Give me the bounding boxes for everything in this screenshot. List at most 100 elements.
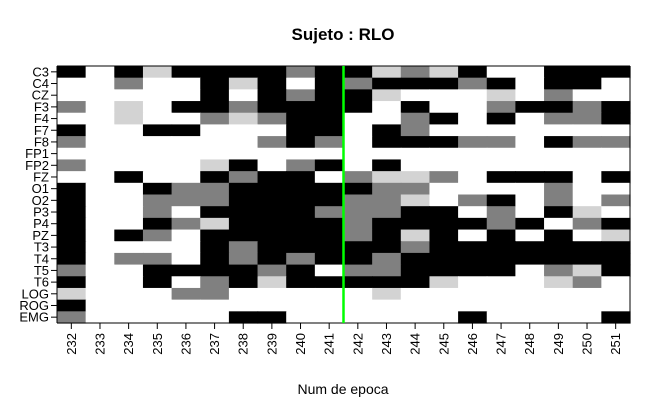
y-tick-label-F7: F7: [34, 123, 49, 138]
heatmap-cell-P4-234: [114, 217, 144, 231]
heatmap-cell-F3-244: [400, 101, 431, 114]
heatmap-cell-F7-236: [171, 124, 201, 137]
heatmap-cell-FZ-237: [200, 171, 230, 184]
heatmap-cell-T6-248: [515, 276, 545, 289]
heatmap-cell-F4-235: [142, 112, 173, 126]
heatmap-cell-P3-239: [257, 206, 287, 219]
heatmap-cell-T4-240: [286, 252, 316, 266]
heatmap-cell-C3-250: [572, 66, 602, 79]
heatmap-cell-F7-250: [572, 124, 602, 137]
heatmap-cell-C4-243: [372, 77, 402, 90]
x-tick-label-236: 236: [178, 333, 193, 355]
heatmap-cell-PZ-244: [400, 229, 431, 242]
heatmap-cell-C3-244: [400, 66, 431, 79]
heatmap-cell-EMG-235: [142, 311, 173, 324]
heatmap-cell-FP2-249: [544, 159, 574, 172]
heatmap-cell-C4-242: [343, 77, 373, 90]
heatmap-cell-C3-247: [486, 66, 516, 79]
heatmap-cell-FZ-235: [142, 171, 173, 184]
heatmap-cell-F4-242: [343, 112, 373, 126]
heatmap-cell-T4-242: [343, 252, 373, 266]
y-tick-label-EMG: EMG: [19, 310, 49, 325]
heatmap-cell-C4-244: [400, 77, 431, 90]
y-tick-label-T4: T4: [34, 251, 49, 266]
heatmap-cell-F4-232: [57, 112, 87, 126]
heatmap-cell-T6-240: [286, 276, 316, 289]
heatmap-cell-FP1-244: [400, 147, 431, 161]
heatmap-cell-P3-246: [458, 206, 488, 219]
heatmap-cell-FP1-239: [257, 147, 287, 161]
heatmap-cell-LOG-232: [57, 287, 87, 301]
heatmap-cell-O2-240: [286, 194, 316, 207]
heatmap-cell-P4-243: [372, 217, 402, 231]
heatmap-cell-C3-238: [228, 66, 259, 79]
heatmap-cell-FP2-234: [114, 159, 144, 172]
heatmap-cell-F8-243: [372, 136, 402, 149]
heatmap-cell-F3-237: [200, 101, 230, 114]
heatmap-cell-LOG-237: [200, 287, 230, 301]
y-tick-label-FZ: FZ: [33, 169, 49, 184]
heatmap-cell-O2-238: [228, 194, 259, 207]
heatmap-cell-F4-246: [458, 112, 488, 126]
heatmap-cell-FZ-246: [458, 171, 488, 184]
heatmap-cell-O2-245: [429, 194, 459, 207]
heatmap-cell-T5-248: [515, 264, 545, 277]
heatmap-cell-FP2-240: [286, 159, 316, 172]
heatmap-cell-F8-233: [85, 136, 115, 149]
heatmap-cell-P3-240: [286, 206, 316, 219]
heatmap-cell-FP1-250: [572, 147, 602, 161]
heatmap-cell-CZ-249: [544, 89, 574, 102]
heatmap-cell-P3-245: [429, 206, 459, 219]
heatmap-cell-F7-234: [114, 124, 144, 137]
heatmap-cell-PZ-238: [228, 229, 259, 242]
heatmap-cell-CZ-245: [429, 89, 459, 102]
heatmap-cell-FP2-248: [515, 159, 545, 172]
heatmap-cell-F4-240: [286, 112, 316, 126]
heatmap-cell-EMG-248: [515, 311, 545, 324]
heatmap-cell-FP1-232: [57, 147, 87, 161]
heatmap-cell-O2-235: [142, 194, 173, 207]
heatmap-cell-F8-240: [286, 136, 316, 149]
heatmap-cell-T4-239: [257, 252, 287, 266]
heatmap-cell-F7-237: [200, 124, 230, 137]
heatmap-cell-T5-249: [544, 264, 574, 277]
heatmap-cell-P3-250: [572, 206, 602, 219]
heatmap-cell-FZ-243: [372, 171, 402, 184]
chart-title: Sujeto : RLO: [292, 25, 395, 44]
heatmap-cell-F8-250: [572, 136, 602, 149]
heatmap-cell-F3-249: [544, 101, 574, 114]
heatmap-cell-FP2-244: [400, 159, 431, 172]
x-tick-label-244: 244: [408, 333, 423, 355]
heatmap-cell-F7-248: [515, 124, 545, 137]
heatmap-cell-T5-242: [343, 264, 373, 277]
heatmap-cell-CZ-236: [171, 89, 201, 102]
heatmap-cell-EMG-240: [286, 311, 316, 324]
heatmap-cell-C4-241: [314, 77, 345, 90]
heatmap-cell-T5-243: [372, 264, 402, 277]
heatmap-cell-P3-243: [372, 206, 402, 219]
heatmap-cell-T3-249: [544, 241, 574, 254]
heatmap-cell-FP2-246: [458, 159, 488, 172]
heatmap-cell-P3-238: [228, 206, 259, 219]
heatmap-cell-C4-240: [286, 77, 316, 90]
heatmap-cell-T4-244: [400, 252, 431, 266]
heatmap-cell-T6-237: [200, 276, 230, 289]
heatmap-cell-ROG-251: [601, 299, 631, 312]
heatmap-cell-C4-236: [171, 77, 201, 90]
y-tick-label-C4: C4: [32, 76, 49, 91]
heatmap-cell-PZ-249: [544, 229, 574, 242]
heatmap-cell-LOG-236: [171, 287, 201, 301]
heatmap-cell-F7-239: [257, 124, 287, 137]
y-tick-label-LOG: LOG: [22, 286, 49, 301]
heatmap-cell-T4-249: [544, 252, 574, 266]
heatmap-cell-T3-232: [57, 241, 87, 254]
heatmap-cell-F3-236: [171, 101, 201, 114]
heatmap-cell-PZ-243: [372, 229, 402, 242]
heatmap-cell-ROG-243: [372, 299, 402, 312]
heatmap-cell-FP2-239: [257, 159, 287, 172]
heatmap-cell-P3-251: [601, 206, 631, 219]
heatmap-cell-T4-245: [429, 252, 459, 266]
heatmap-cell-F8-244: [400, 136, 431, 149]
heatmap-cell-F4-233: [85, 112, 115, 126]
